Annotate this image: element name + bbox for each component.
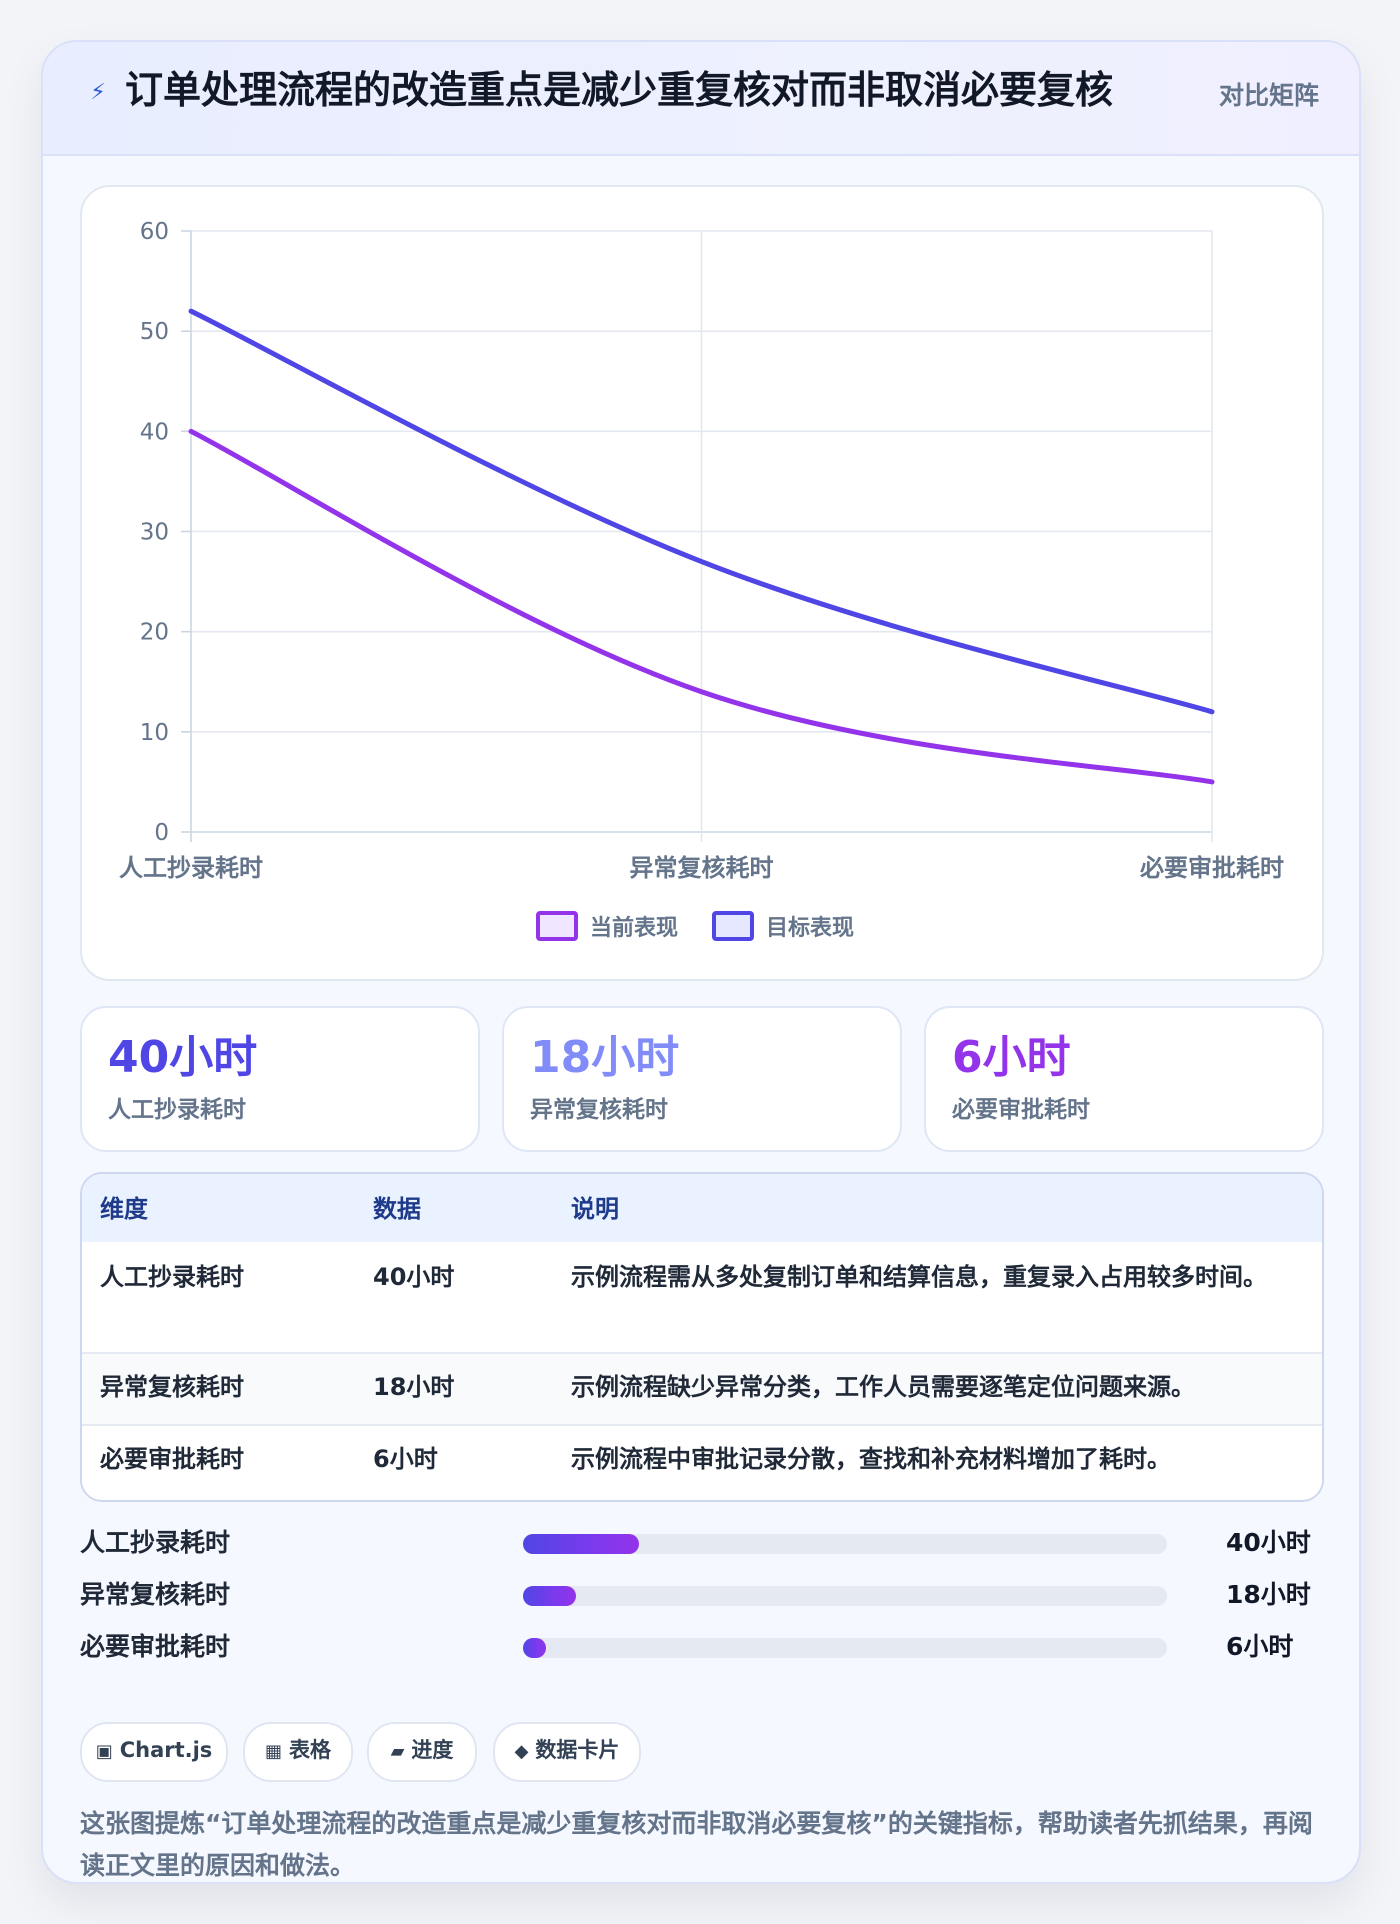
metric-value: 40小时 bbox=[108, 1032, 258, 1083]
metric-value: 6小时 bbox=[952, 1032, 1071, 1083]
column-header-desc: 说明 bbox=[571, 1195, 619, 1223]
matrix-tag: 对比矩阵 bbox=[1218, 81, 1319, 110]
chip-progress[interactable]: ▰ 进度 bbox=[367, 1722, 477, 1782]
legend-label: 目标表现 bbox=[766, 915, 854, 941]
x-tick-label: 异常复核耗时 bbox=[630, 854, 774, 882]
chart-icon: ▣ bbox=[95, 1741, 113, 1762]
column-header-dimension: 维度 bbox=[100, 1195, 148, 1223]
chip-label: 数据卡片 bbox=[535, 1738, 620, 1762]
progress-label: 必要审批耗时 bbox=[80, 1632, 231, 1661]
diamond-icon: ◆ bbox=[514, 1741, 529, 1762]
card-header: ⚡ 订单处理流程的改造重点是减少重复核对而非取消必要复核 对比矩阵 bbox=[43, 42, 1359, 156]
progress-value: 40小时 bbox=[1226, 1528, 1311, 1557]
progress-track bbox=[523, 1534, 1167, 1554]
y-tick-label: 10 bbox=[140, 720, 169, 746]
table-header: 维度 数据 说明 bbox=[82, 1174, 1322, 1244]
metric-label: 人工抄录耗时 bbox=[108, 1097, 246, 1123]
table-cell-dimension: 必要审批耗时 bbox=[100, 1445, 244, 1473]
metric-label: 必要审批耗时 bbox=[952, 1097, 1090, 1123]
y-tick-label: 40 bbox=[140, 419, 169, 445]
table-cell-data: 40小时 bbox=[373, 1263, 455, 1291]
progress-fill bbox=[523, 1586, 577, 1606]
column-header-data: 数据 bbox=[373, 1195, 421, 1223]
progress-row-approval: 必要审批耗时 6小时 bbox=[80, 1630, 1320, 1670]
y-tick-label: 0 bbox=[154, 820, 169, 846]
data-point bbox=[699, 689, 704, 694]
chip-chartjs[interactable]: ▣ Chart.js bbox=[80, 1722, 228, 1782]
y-tick-label: 50 bbox=[140, 319, 169, 345]
table-cell-data: 18小时 bbox=[373, 1373, 455, 1401]
data-point bbox=[189, 309, 193, 314]
table-cell-desc: 示例流程需从多处复制订单和结算信息，重复录入占用较多时间。 bbox=[571, 1263, 1267, 1291]
progress-value: 18小时 bbox=[1226, 1580, 1311, 1609]
progress-row-review: 异常复核耗时 18小时 bbox=[80, 1578, 1320, 1618]
y-tick-label: 30 bbox=[140, 520, 169, 546]
progress-label: 异常复核耗时 bbox=[80, 1580, 231, 1609]
progress-fill bbox=[523, 1534, 639, 1554]
data-table: 维度 数据 说明 人工抄录耗时 40小时 示例流程需从多处复制订单和结算信息，重… bbox=[80, 1172, 1324, 1502]
data-point bbox=[1210, 779, 1214, 784]
data-point bbox=[1210, 709, 1214, 714]
table-icon: ▦ bbox=[264, 1741, 282, 1762]
y-tick-label: 60 bbox=[140, 219, 169, 245]
progress-track bbox=[523, 1638, 1167, 1658]
x-tick-label: 人工抄录耗时 bbox=[119, 854, 263, 882]
chip-table[interactable]: ▦ 表格 bbox=[243, 1722, 353, 1782]
data-point bbox=[699, 559, 704, 564]
chart-panel: 0 10 20 30 40 50 60 人工抄录耗时 异常复核耗时 必要审批耗时当前表现 目标表现 bbox=[80, 185, 1324, 981]
progress-track bbox=[523, 1586, 1167, 1606]
table-cell-desc: 示例流程缺少异常分类，工作人员需要逐笔定位问题来源。 bbox=[571, 1373, 1195, 1401]
legend-swatch bbox=[536, 911, 578, 941]
page-title: 订单处理流程的改造重点是减少重复核对而非取消必要复核 bbox=[125, 68, 1114, 112]
main-card: ⚡ 订单处理流程的改造重点是减少重复核对而非取消必要复核 对比矩阵 0 10 20 3… bbox=[41, 40, 1361, 1884]
x-tick-label: 必要审批耗时 bbox=[1140, 854, 1284, 882]
metric-card-review: 18小时 异常复核耗时 bbox=[502, 1006, 902, 1152]
progress-label: 人工抄录耗时 bbox=[80, 1528, 231, 1557]
table-row: 人工抄录耗时 40小时 示例流程需从多处复制订单和结算信息，重复录入占用较多时间… bbox=[82, 1242, 1322, 1354]
table-cell-dimension: 人工抄录耗时 bbox=[100, 1263, 244, 1291]
chip-data-card[interactable]: ◆ 数据卡片 bbox=[493, 1722, 641, 1782]
progress-row-manual: 人工抄录耗时 40小时 bbox=[80, 1526, 1320, 1566]
table-cell-dimension: 异常复核耗时 bbox=[100, 1373, 244, 1401]
progress-fill bbox=[523, 1638, 546, 1658]
progress-icon: ▰ bbox=[390, 1741, 405, 1762]
data-point bbox=[189, 429, 193, 434]
table-cell-desc: 示例流程中审批记录分散，查找和补充材料增加了耗时。 bbox=[571, 1445, 1171, 1473]
metric-card-manual: 40小时 人工抄录耗时 bbox=[80, 1006, 480, 1152]
table-cell-data: 6小时 bbox=[373, 1445, 438, 1473]
progress-value: 6小时 bbox=[1226, 1632, 1294, 1661]
chip-label: Chart.js bbox=[119, 1738, 213, 1762]
chip-label: 表格 bbox=[289, 1738, 331, 1762]
lightning-icon: ⚡ bbox=[90, 80, 106, 105]
y-tick-label: 20 bbox=[140, 620, 169, 646]
legend-label: 当前表现 bbox=[590, 915, 678, 941]
chip-label: 进度 bbox=[411, 1738, 454, 1762]
legend-swatch bbox=[712, 911, 754, 941]
table-row: 异常复核耗时 18小时 示例流程缺少异常分类，工作人员需要逐笔定位问题来源。 bbox=[82, 1354, 1322, 1426]
metric-label: 异常复核耗时 bbox=[530, 1097, 668, 1123]
table-row: 必要审批耗时 6小时 示例流程中审批记录分散，查找和补充材料增加了耗时。 bbox=[82, 1426, 1322, 1498]
summary-text: 这张图提炼“订单处理流程的改造重点是减少重复核对而非取消必要复核”的关键指标，帮… bbox=[80, 1809, 1313, 1880]
metric-card-approval: 6小时 必要审批耗时 bbox=[924, 1006, 1324, 1152]
metric-value: 18小时 bbox=[530, 1032, 680, 1083]
